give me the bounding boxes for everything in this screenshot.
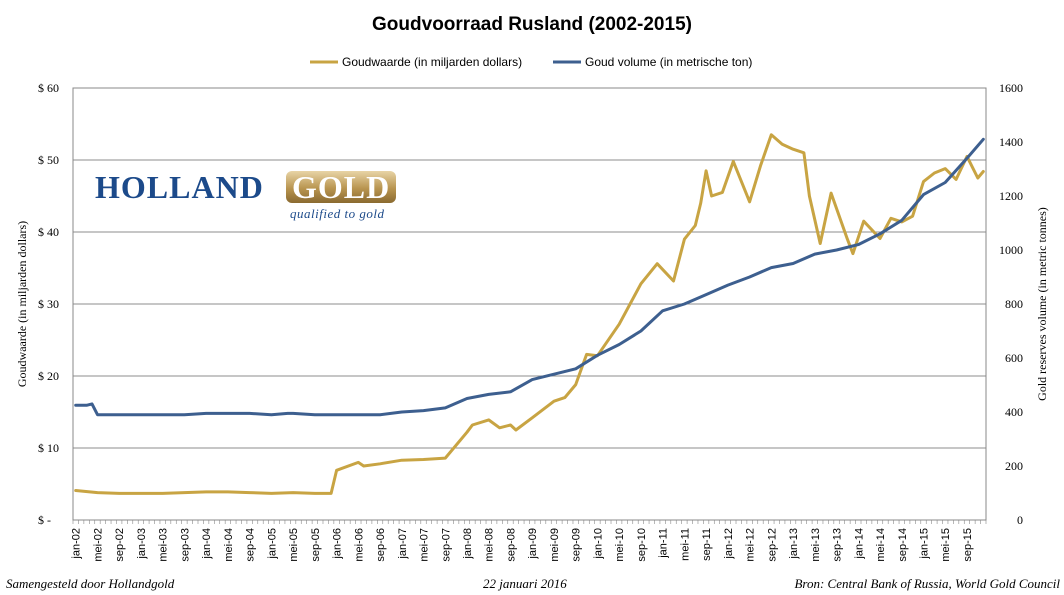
- x-tick-label: mei-04: [223, 528, 235, 562]
- x-tick-label: jan-09: [527, 528, 539, 560]
- footer-date: 22 januari 2016: [483, 576, 567, 591]
- x-tick-label: mei-14: [875, 528, 887, 562]
- x-tick-label: mei-06: [353, 528, 365, 562]
- right-axis-title: Gold reserves volume (in metric tonnes): [1035, 207, 1049, 401]
- x-tick-label: sep-09: [571, 528, 583, 562]
- legend: Goudwaarde (in miljarden dollars) Goud v…: [310, 55, 752, 69]
- x-tick-label: jan-04: [201, 528, 213, 560]
- x-tick-label: sep-05: [310, 528, 322, 562]
- footer-compiled-by: Samengesteld door Hollandgold: [6, 576, 175, 591]
- y-right-tick-label: 1600: [999, 81, 1023, 95]
- x-tick-label: jan-05: [266, 528, 278, 560]
- y-right-tick-label: 1000: [999, 243, 1023, 257]
- y-left-tick-label: $ 30: [38, 297, 59, 311]
- y-left-tick-label: $ 10: [38, 441, 59, 455]
- x-tick-label: sep-03: [179, 528, 191, 562]
- y-right-tick-label: 1200: [999, 189, 1023, 203]
- x-tick-label: jan-14: [853, 528, 865, 560]
- x-tick-label: jan-07: [397, 528, 409, 560]
- y-right-tick-label: 1400: [999, 135, 1023, 149]
- grid-layer: [73, 159, 986, 449]
- x-tick-label: jan-02: [71, 528, 83, 560]
- series-layer: [74, 133, 985, 495]
- x-tick-label: sep-02: [114, 528, 126, 562]
- x-tick-label: jan-10: [592, 528, 604, 560]
- x-tick-label: sep-15: [962, 528, 974, 562]
- x-tick-label: mei-15: [940, 528, 952, 562]
- left-axis-title: Goudwaarde (in miljarden dollars): [15, 221, 29, 387]
- x-tick-label: jan-03: [136, 528, 148, 560]
- logo-gold-text: GOLD: [286, 171, 397, 203]
- x-tick-label: sep-04: [245, 528, 257, 562]
- chart-title: Goudvoorraad Rusland (2002-2015): [372, 14, 692, 35]
- y-left-tick-label: $ 40: [38, 225, 59, 239]
- x-tick-label: jan-11: [658, 528, 670, 559]
- x-tick-label: jan-08: [462, 528, 474, 560]
- y-left-tick-label: $ 50: [38, 153, 59, 167]
- logo-holland-text: HOLLAND: [95, 169, 264, 205]
- x-tick-label: sep-06: [375, 528, 387, 562]
- x-tick-label: sep-07: [440, 528, 452, 562]
- series-line-gold-volume: [74, 137, 985, 417]
- x-tick-label: mei-09: [549, 528, 561, 562]
- y-left-tick-label: $ -: [38, 513, 51, 527]
- footer-source: Bron: Central Bank of Russia, World Gold…: [794, 576, 1060, 591]
- y-right-tick-label: 400: [1005, 405, 1023, 419]
- series-line-gold-value: [74, 133, 985, 495]
- x-tick-label: sep-08: [505, 528, 517, 562]
- x-tick-label: sep-10: [636, 528, 648, 562]
- x-tick-label: sep-12: [766, 528, 778, 562]
- x-tick-label: jan-15: [919, 528, 931, 560]
- y-right-tick-label: 600: [1005, 351, 1023, 365]
- x-tick-label: jan-13: [788, 528, 800, 560]
- y-right-tick-label: 800: [1005, 297, 1023, 311]
- x-tick-label: mei-03: [158, 528, 170, 562]
- x-tick-label: sep-13: [832, 528, 844, 562]
- y-right-tick-label: 0: [1017, 513, 1023, 527]
- y-left-tick-label: $ 20: [38, 369, 59, 383]
- legend-gold-value-label: Goudwaarde (in miljarden dollars): [342, 55, 522, 69]
- x-tick-label: mei-07: [419, 528, 431, 562]
- x-tick-label: mei-05: [288, 528, 300, 562]
- legend-gold-volume-label: Goud volume (in metrische ton): [585, 55, 752, 69]
- x-tick-label: mei-11: [679, 528, 691, 561]
- x-tick-label: mei-02: [92, 528, 104, 562]
- x-tick-label: jan-06: [332, 528, 344, 560]
- y-right-tick-label: 200: [1005, 459, 1023, 473]
- axis-layer: $ - $ 10 $ 20 $ 30 $ 40 $ 50 $ 60 0 200 400 600 800…: [38, 81, 1023, 562]
- x-tick-label: sep-11: [701, 528, 713, 561]
- y-left-tick-label: $ 60: [38, 81, 59, 95]
- x-tick-label: jan-12: [723, 528, 735, 560]
- x-tick-label: mei-12: [745, 528, 757, 562]
- x-tick-label: mei-13: [810, 528, 822, 562]
- x-tick-label: mei-10: [614, 528, 626, 562]
- x-tick-label: mei-08: [484, 528, 496, 562]
- logo-tagline: qualified to gold: [290, 206, 385, 221]
- hollandgold-logo: HOLLAND GOLD qualified to gold: [95, 170, 405, 226]
- x-tick-label: sep-14: [897, 528, 909, 562]
